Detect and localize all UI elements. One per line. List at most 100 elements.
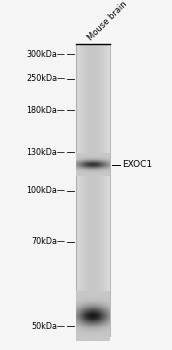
Bar (100, 174, 101, 175)
Bar (87, 311, 88, 312)
Bar (86, 154, 87, 155)
Bar (96, 328, 97, 329)
Bar (96, 306, 97, 307)
Bar (91, 154, 92, 155)
Bar (98, 291, 99, 292)
Bar (87, 337, 88, 338)
Bar (82, 325, 83, 326)
Bar (107, 290, 108, 291)
Bar (97, 319, 98, 320)
Bar (80, 321, 81, 322)
Bar (83, 317, 84, 318)
Bar (94, 320, 95, 321)
Bar (106, 304, 107, 305)
Bar (102, 154, 103, 155)
Bar (84, 305, 85, 306)
Bar (79, 158, 80, 159)
Bar (104, 322, 105, 323)
Bar (104, 331, 105, 332)
Bar (88, 161, 89, 162)
Bar (76, 335, 77, 336)
Bar (81, 333, 82, 334)
Bar (99, 339, 100, 340)
Bar (85, 321, 86, 322)
Bar (99, 294, 100, 295)
Text: 180kDa—: 180kDa— (26, 106, 65, 115)
Bar (100, 334, 101, 335)
Bar (99, 306, 100, 307)
Bar (79, 293, 80, 294)
Bar (77, 292, 78, 293)
Bar (80, 165, 81, 166)
Bar (85, 175, 86, 176)
Bar (104, 334, 105, 335)
Bar (106, 318, 107, 319)
Bar (96, 44, 97, 336)
Bar (85, 318, 86, 319)
Bar (77, 162, 78, 163)
Bar (80, 159, 81, 160)
Bar (93, 175, 94, 176)
Bar (103, 307, 104, 308)
Bar (108, 335, 109, 336)
Bar (97, 301, 98, 302)
Bar (89, 299, 90, 300)
Bar (94, 325, 95, 326)
Bar (93, 331, 94, 332)
Bar (102, 321, 103, 322)
Bar (107, 293, 108, 294)
Bar (106, 322, 107, 323)
Bar (106, 156, 107, 157)
Bar (91, 304, 92, 305)
Bar (104, 332, 105, 333)
Bar (88, 323, 89, 324)
Bar (88, 336, 89, 337)
Bar (83, 165, 84, 166)
Bar (76, 172, 77, 173)
Bar (78, 317, 79, 318)
Bar (84, 159, 85, 160)
Bar (104, 304, 105, 305)
Bar (95, 334, 96, 335)
Bar (99, 312, 100, 313)
Bar (100, 172, 101, 173)
Bar (106, 324, 107, 325)
Bar (105, 330, 106, 331)
Bar (98, 44, 99, 336)
Bar (90, 321, 91, 322)
Bar (107, 332, 108, 333)
Bar (89, 161, 90, 162)
Bar (96, 169, 97, 170)
Bar (88, 328, 89, 329)
Bar (97, 161, 98, 162)
Bar (104, 325, 105, 326)
Bar (100, 299, 101, 300)
Bar (84, 311, 85, 312)
Bar (109, 161, 110, 162)
Bar (76, 321, 77, 322)
Bar (98, 331, 99, 332)
Bar (85, 306, 86, 307)
Bar (107, 296, 108, 298)
Bar (80, 313, 81, 314)
Bar (96, 302, 97, 303)
Bar (90, 325, 91, 326)
Bar (79, 295, 80, 296)
Bar (109, 156, 110, 157)
Bar (103, 156, 104, 157)
Bar (96, 164, 97, 165)
Bar (82, 331, 83, 332)
Bar (77, 158, 78, 159)
Bar (108, 317, 109, 318)
Bar (102, 157, 103, 158)
Bar (89, 308, 90, 309)
Bar (106, 321, 107, 322)
Bar (102, 290, 103, 291)
Bar (107, 168, 108, 169)
Bar (105, 335, 106, 336)
Text: Mouse brain: Mouse brain (87, 0, 130, 42)
Bar (76, 162, 77, 163)
Bar (109, 305, 110, 306)
Bar (77, 313, 78, 314)
Bar (107, 157, 108, 158)
